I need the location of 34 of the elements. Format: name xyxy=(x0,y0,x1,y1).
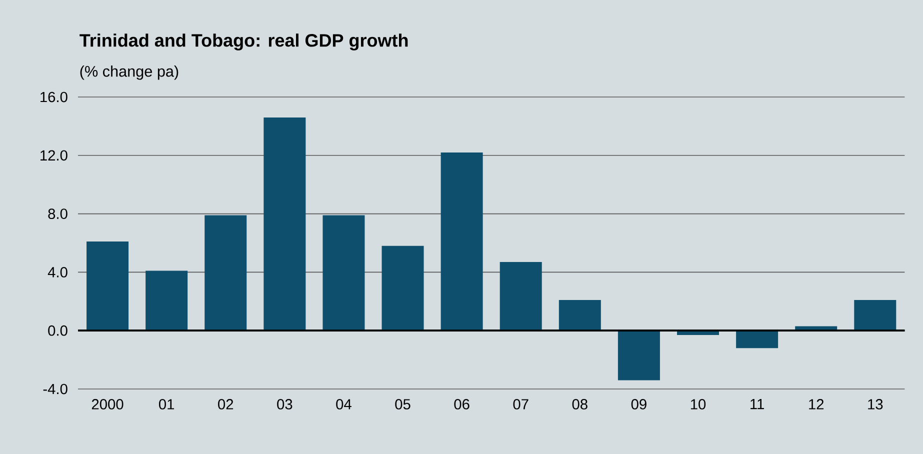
x-tick-label: 11 xyxy=(750,399,764,410)
chart-subtitle: (% change pa) xyxy=(80,66,178,80)
bar xyxy=(618,330,660,380)
bar xyxy=(86,242,129,331)
bar xyxy=(322,215,365,331)
x-tick-label: 07 xyxy=(513,399,528,410)
x-tick-label: 08 xyxy=(572,399,588,410)
x-tick-label: 10 xyxy=(690,399,706,410)
x-tick-label: 06 xyxy=(454,399,470,410)
x-tick-label: 05 xyxy=(395,399,410,410)
y-tick-label: 0.0 xyxy=(48,325,68,336)
x-tick-label: 13 xyxy=(868,399,883,410)
x-tick-label: 04 xyxy=(336,399,352,410)
bar xyxy=(146,270,188,331)
x-tick-label: 03 xyxy=(277,399,292,410)
bar xyxy=(204,215,247,331)
y-tick-label: 4.0 xyxy=(48,267,68,278)
bar xyxy=(440,152,483,331)
y-tick-label: -4.0 xyxy=(43,384,68,394)
bar xyxy=(264,117,306,331)
bar xyxy=(558,300,601,331)
y-tick-label: 12.0 xyxy=(40,150,68,161)
y-tick-label: 16.0 xyxy=(40,92,68,102)
bar xyxy=(854,300,896,331)
x-tick-label: 02 xyxy=(218,399,234,410)
bar xyxy=(500,262,542,331)
x-tick-label: 2000 xyxy=(92,399,124,410)
y-tick-label: 8.0 xyxy=(48,208,68,219)
x-tick-label: 01 xyxy=(158,399,174,410)
chart-title: Trinidad and Tobago: real GDP growth xyxy=(80,34,408,50)
bar xyxy=(736,330,778,348)
x-tick-label: 09 xyxy=(631,399,646,410)
bar xyxy=(382,246,424,331)
x-tick-label: 12 xyxy=(809,399,824,410)
